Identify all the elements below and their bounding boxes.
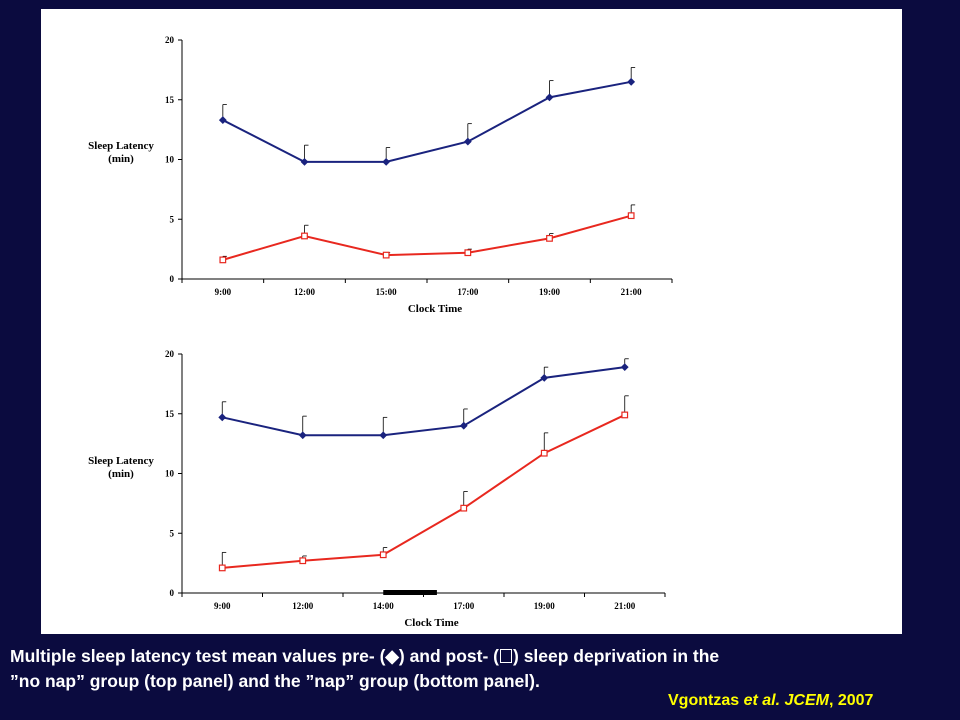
pre-series-line (222, 80, 632, 163)
caption-line1-c: ) sleep deprivation in the (513, 646, 720, 666)
y-axis-label-line2: (min) (108, 153, 134, 165)
pre-point (540, 373, 549, 382)
pre-point (620, 363, 629, 372)
citation-author: Vgontzas (668, 692, 740, 709)
y-tick-label: 10 (165, 155, 175, 165)
post-point (464, 249, 472, 257)
x-tick-label: 9:00 (214, 601, 231, 611)
pre-point (218, 116, 227, 124)
post-series-line (222, 214, 632, 261)
y-tick-label: 0 (170, 588, 175, 598)
x-tick-label: 12:00 (292, 601, 313, 611)
y-tick-label: 20 (165, 349, 175, 359)
y-tick-label: 15 (165, 409, 175, 419)
x-tick-label: 15:00 (376, 287, 397, 297)
caption-line2: ”no nap” group (top panel) and the ”nap”… (10, 671, 540, 691)
y-tick-label: 5 (170, 528, 175, 538)
y-tick-label: 5 (170, 214, 175, 224)
pre-point (459, 421, 468, 430)
pre-series-line (222, 366, 625, 437)
post-point (627, 212, 635, 220)
y-axis-label-line1: Sleep Latency (88, 455, 154, 467)
citation-etal-journal: et al. JCEM (743, 692, 829, 709)
y-axis-label-line1: Sleep Latency (88, 140, 154, 152)
post-point (219, 256, 227, 264)
x-tick-label: 19:00 (534, 601, 555, 611)
y-tick-label: 0 (170, 274, 175, 284)
x-tick-label: 21:00 (621, 287, 642, 297)
chart-top: 0 5 10 15 20 9:00 12:00 15:00 17:00 19:00 21:00 Sle… (88, 35, 673, 315)
pre-point (382, 157, 391, 166)
citation-year: , 2007 (828, 692, 874, 709)
pre-point (463, 137, 472, 146)
caption-line1-a: Multiple sleep latency test mean values … (10, 646, 386, 666)
figure-panel: 0 5 10 15 20 9:00 12:00 15:00 17:00 19:00 21:00 Sle… (41, 9, 902, 634)
y-tick-label: 20 (165, 35, 175, 45)
y-tick-label: 10 (165, 469, 175, 479)
post-point (301, 232, 308, 240)
pre-point (298, 431, 307, 440)
x-tick-label: 17:00 (457, 287, 478, 297)
x-axis-label: Clock Time (408, 303, 462, 315)
charts-svg: 0 5 10 15 20 9:00 12:00 15:00 17:00 19:00 21:00 Sle… (88, 35, 673, 629)
nap-period-bar (383, 590, 437, 595)
x-tick-label: 14:00 (373, 601, 394, 611)
post-point (379, 551, 387, 559)
post-point (546, 234, 553, 242)
x-tick-label: 9:00 (215, 287, 232, 297)
post-point (621, 411, 629, 419)
x-tick-label: 19:00 (539, 287, 560, 297)
pre-point (545, 93, 554, 102)
hollow-square-icon (500, 649, 512, 663)
x-axis-label: Clock Time (404, 617, 458, 629)
pre-point (218, 413, 227, 422)
post-point (540, 449, 548, 457)
post-point (460, 504, 468, 512)
y-tick-label: 15 (165, 95, 175, 105)
post-point (218, 564, 226, 572)
chart-bottom: 0 5 10 15 20 9:00 12:00 14:00 17:00 19:00 21:00 Sle… (88, 349, 666, 629)
citation: Vgontzas et al. JCEM, 2007 (668, 692, 948, 710)
post-series-line (222, 414, 626, 569)
x-tick-label: 17:00 (453, 601, 474, 611)
y-axis-label-line2: (min) (108, 468, 134, 480)
pre-point (627, 77, 636, 86)
x-tick-label: 12:00 (294, 287, 315, 297)
caption-line1-b: ) and post- ( (398, 646, 499, 666)
pre-point (379, 431, 388, 440)
figure-caption: Multiple sleep latency test mean values … (10, 644, 910, 694)
x-tick-label: 21:00 (614, 601, 635, 611)
pre-point (300, 157, 309, 166)
filled-diamond-icon: ◆ (385, 646, 399, 666)
post-point (299, 557, 307, 565)
post-point (382, 251, 390, 259)
